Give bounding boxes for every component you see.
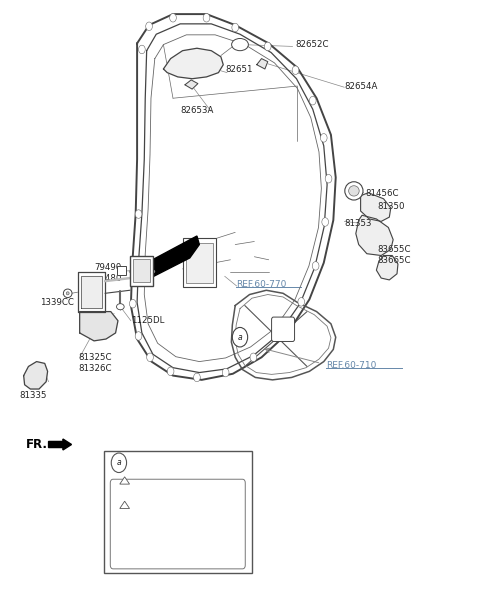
Polygon shape xyxy=(120,477,130,484)
Text: 81326C: 81326C xyxy=(78,364,112,373)
Text: 81456C: 81456C xyxy=(365,189,399,199)
Circle shape xyxy=(135,332,142,340)
Text: 81353: 81353 xyxy=(344,219,372,228)
Text: 81329A: 81329A xyxy=(206,516,242,525)
Text: 81350: 81350 xyxy=(378,202,405,211)
Text: 82654A: 82654A xyxy=(344,81,378,90)
Text: REF.60-710: REF.60-710 xyxy=(326,360,376,370)
Polygon shape xyxy=(81,276,102,308)
Text: a: a xyxy=(238,333,242,342)
Text: 81325C: 81325C xyxy=(78,353,112,362)
Polygon shape xyxy=(120,501,130,508)
Circle shape xyxy=(169,13,176,22)
Text: 81335: 81335 xyxy=(19,391,47,400)
Circle shape xyxy=(322,218,328,226)
Text: 79490: 79490 xyxy=(94,263,121,273)
Ellipse shape xyxy=(232,38,248,51)
Circle shape xyxy=(310,97,316,105)
Polygon shape xyxy=(144,236,199,281)
Ellipse shape xyxy=(345,181,363,200)
Circle shape xyxy=(232,327,248,347)
Polygon shape xyxy=(80,312,118,341)
FancyBboxPatch shape xyxy=(118,266,126,275)
Circle shape xyxy=(130,299,136,308)
Polygon shape xyxy=(376,255,398,280)
FancyArrow shape xyxy=(48,439,72,450)
Circle shape xyxy=(276,331,283,339)
Text: 79480: 79480 xyxy=(94,274,121,283)
Polygon shape xyxy=(24,362,48,389)
Text: REF.60-770: REF.60-770 xyxy=(236,280,287,288)
FancyBboxPatch shape xyxy=(186,243,213,283)
Circle shape xyxy=(250,353,257,362)
Polygon shape xyxy=(163,48,223,79)
Circle shape xyxy=(139,45,145,54)
Circle shape xyxy=(132,257,138,266)
Text: 81329A: 81329A xyxy=(133,458,171,468)
FancyBboxPatch shape xyxy=(130,255,153,286)
Circle shape xyxy=(312,262,319,270)
Polygon shape xyxy=(257,59,268,69)
Polygon shape xyxy=(185,80,198,89)
FancyBboxPatch shape xyxy=(110,479,245,569)
Polygon shape xyxy=(78,272,105,312)
Circle shape xyxy=(135,210,142,218)
Circle shape xyxy=(193,373,200,382)
Circle shape xyxy=(298,298,305,306)
Circle shape xyxy=(146,22,153,31)
Text: 83655C: 83655C xyxy=(378,245,411,254)
Circle shape xyxy=(321,134,327,142)
Polygon shape xyxy=(360,192,391,221)
Text: 82651: 82651 xyxy=(226,65,253,74)
Ellipse shape xyxy=(348,186,359,196)
Circle shape xyxy=(292,66,299,75)
Ellipse shape xyxy=(117,304,124,310)
FancyBboxPatch shape xyxy=(272,317,295,342)
Text: a: a xyxy=(117,458,121,467)
Text: 82653A: 82653A xyxy=(180,106,214,115)
Polygon shape xyxy=(356,215,393,255)
Circle shape xyxy=(111,453,127,472)
FancyBboxPatch shape xyxy=(104,450,252,573)
Text: 83665C: 83665C xyxy=(378,257,411,266)
Circle shape xyxy=(203,13,210,22)
Circle shape xyxy=(222,368,229,377)
Circle shape xyxy=(264,42,271,51)
Text: FR.: FR. xyxy=(25,438,48,451)
FancyBboxPatch shape xyxy=(133,259,150,282)
Circle shape xyxy=(232,23,239,32)
Ellipse shape xyxy=(66,292,69,295)
FancyBboxPatch shape xyxy=(182,238,216,287)
Circle shape xyxy=(325,174,332,183)
Text: 82652C: 82652C xyxy=(295,40,328,49)
Circle shape xyxy=(147,353,154,362)
Ellipse shape xyxy=(63,289,72,298)
Text: 1339CC: 1339CC xyxy=(40,298,74,307)
Circle shape xyxy=(167,367,174,376)
Text: 1125DL: 1125DL xyxy=(131,316,164,324)
